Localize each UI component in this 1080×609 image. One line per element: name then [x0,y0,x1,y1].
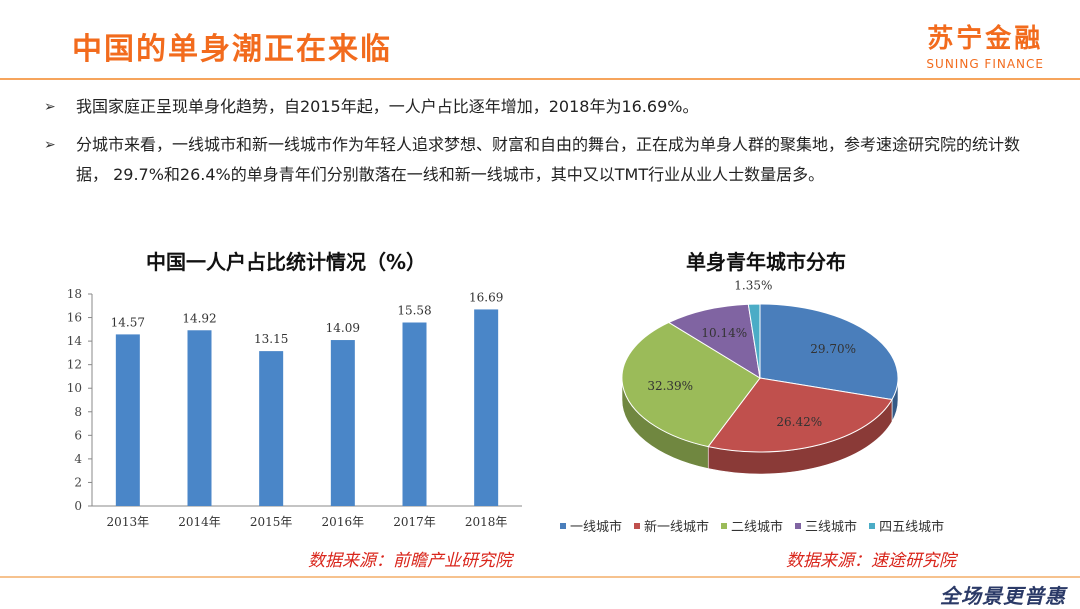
logo-cn: 苏宁金融 [927,24,1044,54]
y-tick-label: 18 [67,287,82,301]
pie-value-label: 1.35% [734,279,772,293]
bar-value-label: 14.57 [111,315,145,329]
legend-item: 四五线城市 [869,516,944,535]
bullet-item: ➢ 分城市来看，一线城市和新一线城市作为年轻人追求梦想、财富和自由的舞台，正在成… [44,130,1044,190]
x-tick-label: 2015年 [250,515,293,529]
legend-item: 二线城市 [721,516,783,535]
header-divider [0,78,1080,80]
y-tick-label: 0 [74,499,82,513]
bar-chart: 0 2 4 6 8 10 12 14 16 18 14.57 2013年 14.92 2014年 13.15… [67,287,522,529]
y-tick-label: 16 [67,311,82,325]
pie-slice [747,303,761,379]
pie-chart-title: 单身青年城市分布 [686,250,846,274]
x-tick-label: 2016年 [322,515,365,529]
pie-slice [621,321,761,448]
y-tick-label: 14 [67,334,83,348]
bullet-text: 分城市来看，一线城市和新一线城市作为年轻人追求梦想、财富和自由的舞台，正在成为单… [76,135,1021,184]
legend-swatch [634,522,641,529]
legend-item: 三线城市 [795,516,857,535]
y-tick-label: 12 [67,358,82,372]
legend-item: 新一线城市 [634,516,709,535]
bar [259,351,284,506]
bar-value-label: 13.15 [254,332,288,346]
pie-chart: 29.70% 26.42% 32.39% 10.14% 1.35% [621,279,899,475]
pie-value-label: 26.42% [776,415,822,429]
pie-value-label: 32.39% [647,379,693,393]
pie-slice [759,303,899,401]
footer-divider [0,576,1080,578]
pie-value-label: 10.14% [701,326,747,340]
bar-value-label: 14.92 [182,311,216,325]
arrow-bullet-icon: ➢ [44,137,56,153]
logo-en: SUNING FINANCE [926,57,1044,71]
legend-swatch [869,522,876,529]
bullet-text: 我国家庭正呈现单身化趋势，自2015年起，一人户占比逐年增加，2018年为16.… [76,97,699,116]
bullet-item: ➢ 我国家庭正呈现单身化趋势，自2015年起，一人户占比逐年增加，2018年为1… [44,92,1044,122]
x-tick-label: 2018年 [465,515,508,529]
bar [115,334,140,506]
legend-label: 一线城市 [570,520,623,535]
y-tick-label: 6 [74,428,82,442]
legend-swatch [795,522,802,529]
legend-label: 新一线城市 [644,520,710,535]
x-tick-label: 2017年 [393,515,436,529]
suning-finance-logo: 苏宁金融 SUNING FINANCE [926,18,1044,71]
legend-label: 二线城市 [731,520,784,535]
bar-chart-title: 中国一人户占比统计情况（%） [146,250,427,274]
footer-brand: 全场景更普惠 [940,584,1066,608]
pie-slice [667,303,761,379]
legend-item: 一线城市 [560,516,622,535]
bar [402,322,427,506]
bar-value-label: 15.58 [397,304,431,318]
y-tick-label: 4 [74,452,82,466]
pie-legend: 一线城市 新一线城市 二线城市 三线城市 四五线城市 [560,516,956,535]
bar-value-label: 16.69 [469,290,503,304]
bullet-list: ➢ 我国家庭正呈现单身化趋势，自2015年起，一人户占比逐年增加，2018年为1… [44,92,1044,198]
page-title: 中国的单身潮正在来临 [72,32,392,67]
legend-label: 四五线城市 [879,520,945,535]
legend-label: 三线城市 [805,520,858,535]
pie-slice [707,377,893,453]
pie-value-label: 29.70% [810,342,856,356]
bar [330,340,355,506]
y-tick-label: 8 [74,405,82,419]
legend-swatch [560,522,566,529]
x-tick-label: 2013年 [107,515,150,529]
bar [474,309,499,506]
x-tick-label: 2014年 [178,515,221,529]
y-tick-label: 10 [67,381,82,395]
bar-chart-source: 数据来源：前瞻产业研究院 [308,551,512,571]
arrow-bullet-icon: ➢ [44,99,56,115]
pie-chart-source: 数据来源：速途研究院 [786,551,956,571]
y-tick-label: 2 [74,475,82,489]
bar-value-label: 14.09 [326,321,360,335]
legend-swatch [721,522,728,529]
bar [187,330,212,506]
